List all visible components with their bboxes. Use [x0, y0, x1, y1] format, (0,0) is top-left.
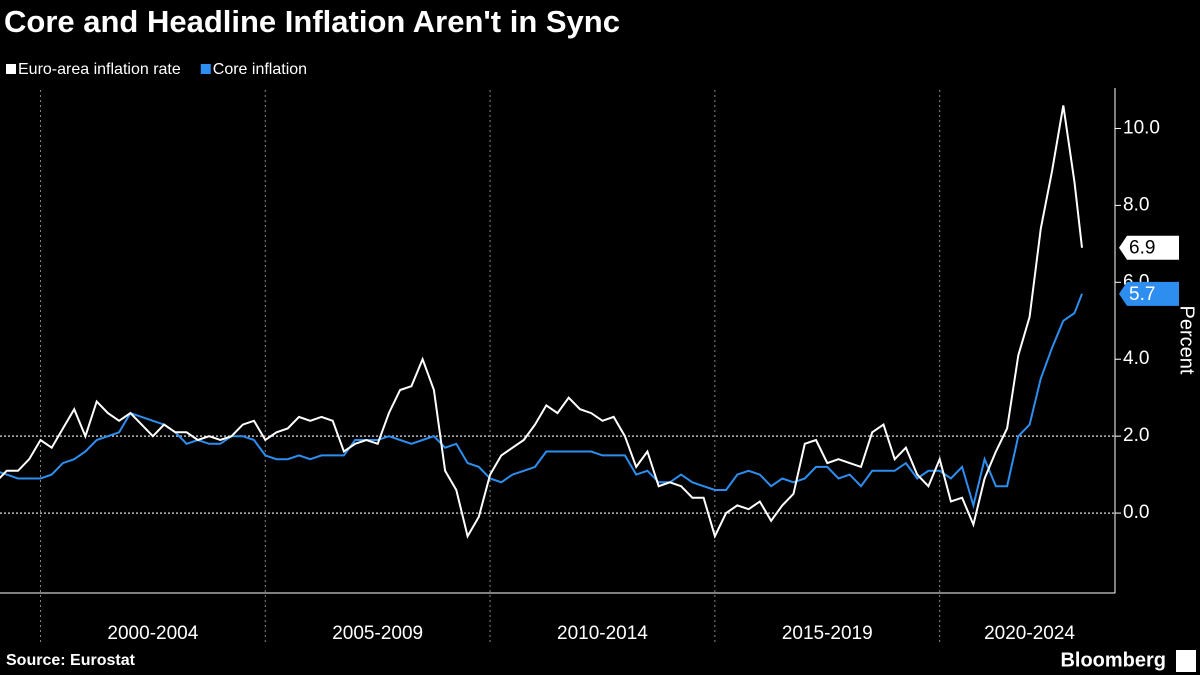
y-tick-label: 4.0 [1123, 348, 1149, 369]
chart-title: Core and Headline Inflation Aren't in Sy… [4, 4, 620, 39]
legend-label: Core inflation [213, 61, 307, 78]
end-label-box [1119, 235, 1179, 260]
y-tick-label: 10.0 [1123, 117, 1160, 138]
x-tick-label: 2010-2014 [557, 623, 648, 644]
source: Source: Eurostat [6, 652, 136, 669]
brand-icon [1176, 650, 1196, 672]
x-tick-label: 2005-2009 [332, 623, 423, 644]
x-tick-label: 2020-2024 [984, 623, 1075, 644]
y-tick-label: 2.0 [1123, 425, 1149, 446]
x-tick-label: 2000-2004 [107, 623, 198, 644]
end-label-box [1119, 281, 1179, 306]
y-tick-label: 0.0 [1123, 502, 1149, 523]
legend-label: Euro-area inflation rate [18, 61, 181, 78]
legend-swatch [6, 64, 16, 74]
y-axis-label: Percent [1176, 306, 1198, 375]
data-line [0, 293, 1083, 510]
end-label: 6.9 [1129, 238, 1155, 259]
x-tick-label: 2015-2019 [782, 623, 873, 644]
y-tick-label: 8.0 [1123, 194, 1149, 215]
data-line [0, 105, 1083, 539]
end-label: 5.7 [1129, 284, 1155, 305]
legend-swatch [200, 64, 211, 74]
brand: Bloomberg [1060, 649, 1166, 671]
